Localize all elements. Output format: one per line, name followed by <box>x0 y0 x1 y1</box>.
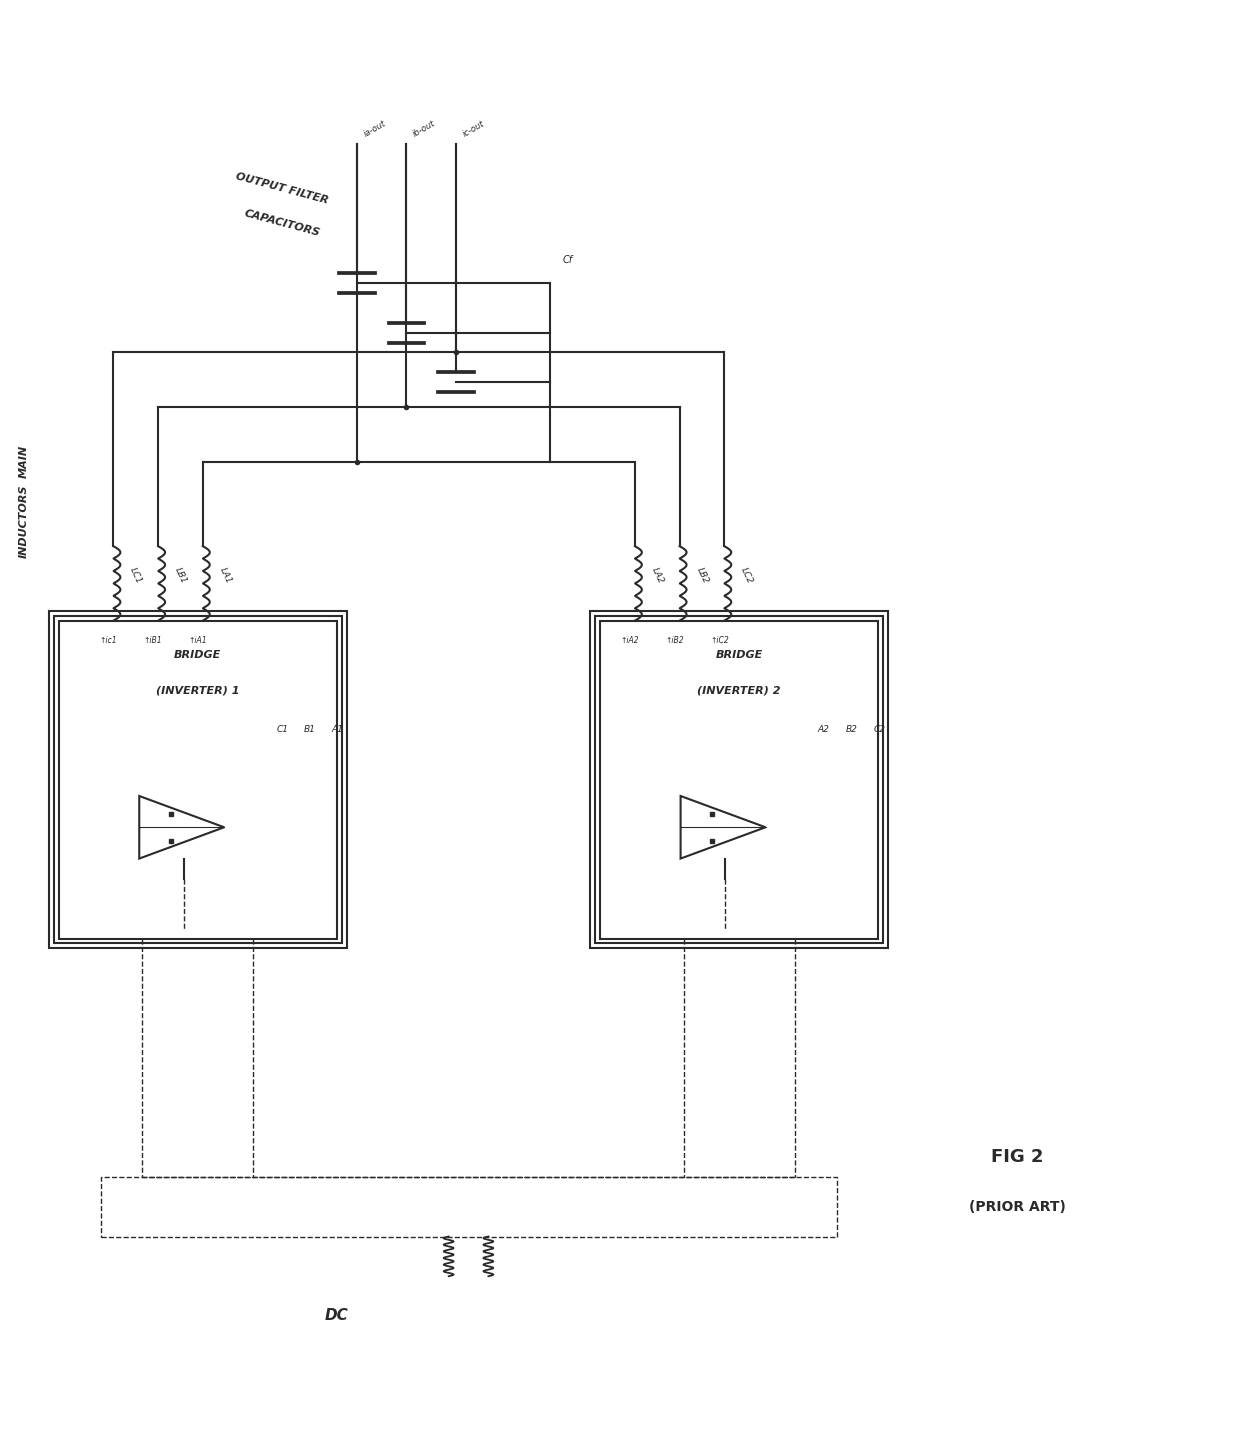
Text: LA1: LA1 <box>218 566 233 586</box>
Text: ↑iB2: ↑iB2 <box>666 635 684 645</box>
Bar <box>58 621 337 939</box>
Bar <box>48 611 347 949</box>
Text: A1: A1 <box>332 726 343 734</box>
Text: LB2: LB2 <box>694 566 709 586</box>
Text: LA2: LA2 <box>650 566 665 586</box>
Text: LC2: LC2 <box>739 566 754 586</box>
Bar <box>58 621 337 939</box>
Text: ic-out: ic-out <box>461 120 486 138</box>
Text: A2: A2 <box>817 726 830 734</box>
Text: ↑iA1: ↑iA1 <box>188 635 207 645</box>
Text: (INVERTER) 1: (INVERTER) 1 <box>156 685 239 696</box>
Text: LC1: LC1 <box>128 566 144 586</box>
Text: C1: C1 <box>277 726 288 734</box>
Bar <box>600 621 878 939</box>
Text: OUTPUT FILTER: OUTPUT FILTER <box>234 171 330 206</box>
Text: ia-out: ia-out <box>362 120 387 138</box>
Bar <box>600 621 878 939</box>
Text: MAIN: MAIN <box>19 445 29 478</box>
Text: LB1: LB1 <box>174 566 188 586</box>
Text: ↑iA2: ↑iA2 <box>621 635 640 645</box>
Text: BRIDGE: BRIDGE <box>175 651 222 661</box>
Text: BRIDGE: BRIDGE <box>715 651 763 661</box>
Text: ↑iB1: ↑iB1 <box>144 635 162 645</box>
Text: B2: B2 <box>846 726 857 734</box>
Text: CAPACITORS: CAPACITORS <box>243 209 321 238</box>
Text: ib-out: ib-out <box>412 120 436 138</box>
Text: FIG 2: FIG 2 <box>991 1148 1044 1166</box>
Text: C2: C2 <box>873 726 885 734</box>
Bar <box>590 611 888 949</box>
Bar <box>53 616 342 943</box>
Text: (PRIOR ART): (PRIOR ART) <box>968 1200 1065 1214</box>
Text: B1: B1 <box>304 726 316 734</box>
Bar <box>595 616 883 943</box>
Text: INDUCTORS: INDUCTORS <box>19 485 29 559</box>
Text: ↑ic1: ↑ic1 <box>99 635 118 645</box>
Text: (INVERTER) 2: (INVERTER) 2 <box>697 685 781 696</box>
Text: Cf: Cf <box>563 255 573 265</box>
Text: DC: DC <box>325 1309 348 1323</box>
Text: ↑iC2: ↑iC2 <box>711 635 729 645</box>
